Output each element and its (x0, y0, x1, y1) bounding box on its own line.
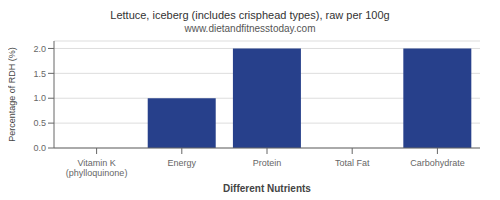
svg-text:2.0: 2.0 (33, 44, 46, 54)
svg-text:1.0: 1.0 (33, 93, 46, 103)
svg-text:Percentage of RDH (%): Percentage of RDH (%) (8, 47, 17, 142)
html-text:Lettuce, iceberg (includes cri: Lettuce, iceberg (includes crisphead typ… (110, 9, 390, 21)
svg-text:Different Nutrients: Different Nutrients (223, 183, 311, 192)
html-text:www.dietandfitnesstoday.com: www.dietandfitnesstoday.com (184, 23, 316, 34)
svg-text:Total Fat: Total Fat (335, 158, 370, 168)
svg-text:Vitamin K(phylloquinone): Vitamin K(phylloquinone) (66, 158, 128, 178)
svg-text:Carbohydrate: Carbohydrate (410, 158, 465, 168)
svg-text:0.0: 0.0 (33, 143, 46, 153)
svg-text:1.5: 1.5 (33, 69, 46, 79)
svg-text:0.5: 0.5 (33, 118, 46, 128)
svg-text:Energy: Energy (168, 158, 197, 168)
svg-text:Protein: Protein (253, 158, 282, 168)
